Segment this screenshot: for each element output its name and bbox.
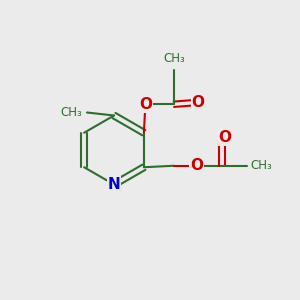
Text: CH₃: CH₃ bbox=[163, 52, 185, 65]
Text: N: N bbox=[108, 177, 120, 192]
Text: O: O bbox=[191, 95, 204, 110]
Text: CH₃: CH₃ bbox=[61, 106, 82, 119]
Text: CH₃: CH₃ bbox=[250, 159, 272, 172]
Text: O: O bbox=[139, 97, 152, 112]
Text: O: O bbox=[218, 130, 231, 145]
Text: O: O bbox=[190, 158, 203, 173]
